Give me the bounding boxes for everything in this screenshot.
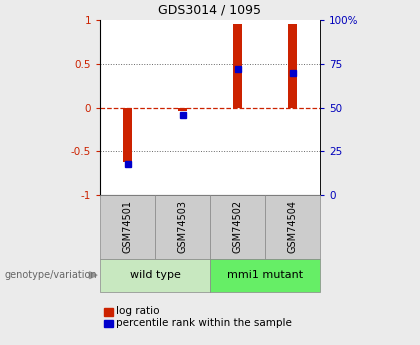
- Text: percentile rank within the sample: percentile rank within the sample: [116, 318, 291, 328]
- Text: wild type: wild type: [129, 270, 181, 280]
- Title: GDS3014 / 1095: GDS3014 / 1095: [158, 3, 262, 16]
- Text: GSM74504: GSM74504: [288, 200, 297, 254]
- Bar: [123, 108, 132, 162]
- Text: log ratio: log ratio: [116, 306, 159, 316]
- Bar: [288, 24, 297, 108]
- Text: GSM74502: GSM74502: [233, 200, 242, 254]
- Bar: [178, 108, 187, 111]
- Bar: [233, 24, 242, 108]
- Text: genotype/variation: genotype/variation: [4, 270, 97, 280]
- Text: mmi1 mutant: mmi1 mutant: [227, 270, 303, 280]
- Text: GSM74503: GSM74503: [178, 200, 187, 254]
- Text: GSM74501: GSM74501: [123, 200, 132, 254]
